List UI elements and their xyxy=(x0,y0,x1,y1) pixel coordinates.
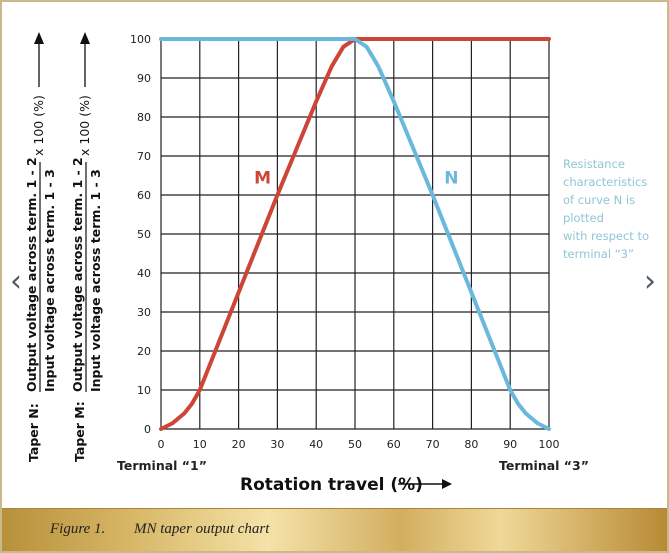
series-label-m: M xyxy=(254,168,271,188)
y-axis-prefix: Taper M: xyxy=(72,401,87,462)
series-line-n xyxy=(159,37,551,431)
x-tick-label: 90 xyxy=(503,438,517,451)
y-tick-label: 30 xyxy=(137,306,151,319)
y-tick-label: 50 xyxy=(137,228,151,241)
annotation-line: with respect to xyxy=(563,229,650,243)
caption-text: MN taper output chart xyxy=(134,521,270,537)
x-axis-title: Rotation travel (%) xyxy=(240,475,423,495)
x-axis-arrowhead xyxy=(442,479,452,489)
x-tick-label: 50 xyxy=(348,438,362,451)
x-tick-label: 20 xyxy=(232,438,246,451)
x-tick-label: 70 xyxy=(426,438,440,451)
y-axis-arrowhead xyxy=(34,32,44,44)
annotation-line: of curve N is xyxy=(563,193,636,207)
terminal-3-label: Terminal “3” xyxy=(499,458,589,473)
x-tick-label: 30 xyxy=(270,438,284,451)
y-axis-title-m: Taper M: Output voltage across term. 1 - … xyxy=(70,32,103,462)
x-tick-label: 40 xyxy=(309,438,323,451)
y-tick-label: 90 xyxy=(137,72,151,85)
y-tick-label: 10 xyxy=(137,384,151,397)
y-tick-label: 40 xyxy=(137,267,151,280)
y-tick-label: 80 xyxy=(137,111,151,124)
series-label-n: N xyxy=(444,168,458,188)
y-axis-denominator: Input voltage across term. 1 - 3 xyxy=(88,169,103,392)
y-axis-title-n: Taper N: Output voltage across term. 1 - … xyxy=(24,32,57,462)
series-line-m xyxy=(159,37,551,431)
y-axis-factor: x 100 (%) xyxy=(77,95,92,156)
annotation-line: Resistance xyxy=(563,157,625,171)
x-tick-label: 60 xyxy=(387,438,401,451)
x-tick-label: 10 xyxy=(193,438,207,451)
y-axis-factor: x 100 (%) xyxy=(31,95,46,156)
curve-n-annotation: Resistance characteristics of curve N is… xyxy=(563,155,667,263)
y-axis-denominator: Input voltage across term. 1 - 3 xyxy=(42,169,57,392)
y-tick-label: 20 xyxy=(137,345,151,358)
next-arrow-icon[interactable]: › xyxy=(644,264,656,299)
y-axis-numerator: Output voltage across term. 1 - 2 xyxy=(24,157,39,392)
y-axis-prefix: Taper N: xyxy=(26,403,41,462)
annotation-line: terminal “3” xyxy=(563,247,634,261)
x-tick-label: 80 xyxy=(464,438,478,451)
y-tick-label: 0 xyxy=(144,423,151,436)
x-tick-label: 100 xyxy=(539,438,560,451)
annotation-line: characteristics xyxy=(563,175,648,189)
y-tick-label: 70 xyxy=(137,150,151,163)
y-tick-label: 100 xyxy=(130,33,151,46)
caption-number: Figure 1. xyxy=(50,521,106,537)
annotation-line: plotted xyxy=(563,211,604,225)
terminal-1-label: Terminal “1” xyxy=(117,458,207,473)
prev-arrow-icon[interactable]: ‹ xyxy=(10,264,22,299)
figure-caption: Figure 1. MN taper output chart xyxy=(2,508,667,551)
y-axis-arrowhead xyxy=(80,32,90,44)
y-tick-label: 60 xyxy=(137,189,151,202)
y-axis-numerator: Output voltage across term. 1 - 2 xyxy=(70,157,85,392)
x-tick-label: 0 xyxy=(158,438,165,451)
